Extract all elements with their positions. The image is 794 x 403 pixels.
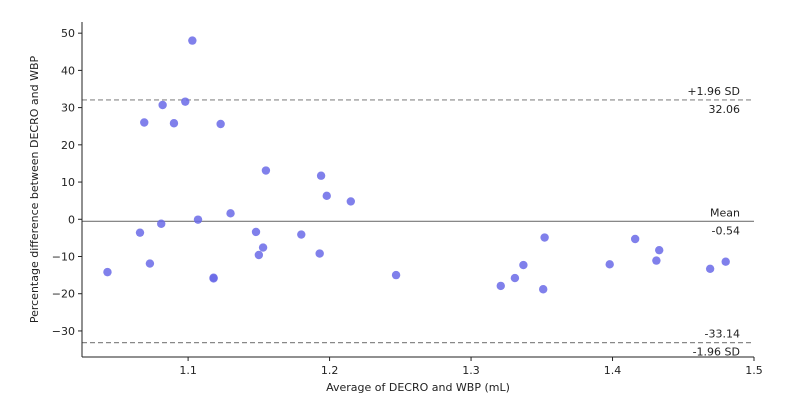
y-tick-label: 30 — [61, 102, 75, 115]
y-tick-label: −30 — [52, 325, 75, 338]
axes — [81, 22, 754, 358]
data-point — [496, 281, 505, 291]
data-point — [316, 171, 326, 180]
data-point — [209, 274, 218, 283]
ref-value-lower: -1.96 SD — [693, 346, 740, 359]
x-tick-label: 1.1 — [179, 364, 197, 377]
data-point — [226, 209, 235, 218]
data-point — [510, 273, 520, 283]
reference-lines: +1.96 SD 32.06 Mean -0.54 -33.14 -1.96 SD — [82, 85, 754, 359]
data-point — [519, 260, 528, 270]
data-point — [103, 267, 112, 277]
data-point — [254, 250, 264, 260]
y-axis-label: Percentage difference between DECRO and … — [28, 55, 41, 323]
data-point — [169, 119, 179, 128]
ref-label-lower: -33.14 — [705, 328, 740, 341]
data-point — [261, 166, 271, 175]
data-point — [140, 118, 149, 127]
y-tick-label: 10 — [61, 176, 75, 189]
data-point — [157, 219, 166, 228]
data-point — [315, 249, 324, 258]
ref-label-upper: +1.96 SD — [687, 85, 740, 98]
y-tick-label: 50 — [61, 27, 75, 40]
data-point — [540, 233, 549, 242]
y-tick-label: −20 — [52, 288, 75, 301]
data-point — [297, 230, 306, 239]
data-points — [103, 36, 730, 294]
data-point — [652, 256, 661, 265]
data-point — [188, 36, 197, 45]
data-point — [539, 285, 548, 294]
y-tick-label: 20 — [61, 139, 75, 152]
data-point — [655, 245, 664, 255]
data-point — [346, 197, 355, 206]
data-point — [145, 259, 155, 268]
data-point — [158, 100, 167, 110]
y-ticks: −30 −20 −10 0 10 20 30 40 50 — [52, 27, 82, 338]
x-tick-label: 1.5 — [745, 364, 763, 377]
data-point — [193, 215, 203, 224]
ref-label-mean: Mean — [710, 206, 740, 219]
data-point — [391, 270, 401, 280]
x-tick-label: 1.2 — [321, 364, 339, 377]
data-point — [630, 234, 640, 244]
data-point — [135, 228, 145, 237]
x-ticks: 1.1 1.2 1.3 1.4 1.5 — [179, 357, 763, 377]
x-tick-label: 1.4 — [604, 364, 622, 377]
data-point — [705, 264, 715, 273]
x-tick-label: 1.3 — [462, 364, 480, 377]
ref-value-upper: 32.06 — [709, 103, 741, 116]
data-point — [605, 260, 614, 269]
data-point — [251, 227, 261, 237]
data-point — [721, 257, 730, 266]
data-point — [258, 243, 268, 252]
x-axis-label: Average of DECRO and WBP (mL) — [326, 381, 510, 394]
ref-value-mean: -0.54 — [712, 224, 740, 237]
data-point — [181, 97, 190, 106]
y-tick-label: −10 — [52, 251, 75, 264]
data-point — [322, 191, 331, 201]
data-point — [216, 119, 225, 129]
y-tick-label: 40 — [61, 64, 75, 77]
y-tick-label: 0 — [68, 213, 75, 226]
